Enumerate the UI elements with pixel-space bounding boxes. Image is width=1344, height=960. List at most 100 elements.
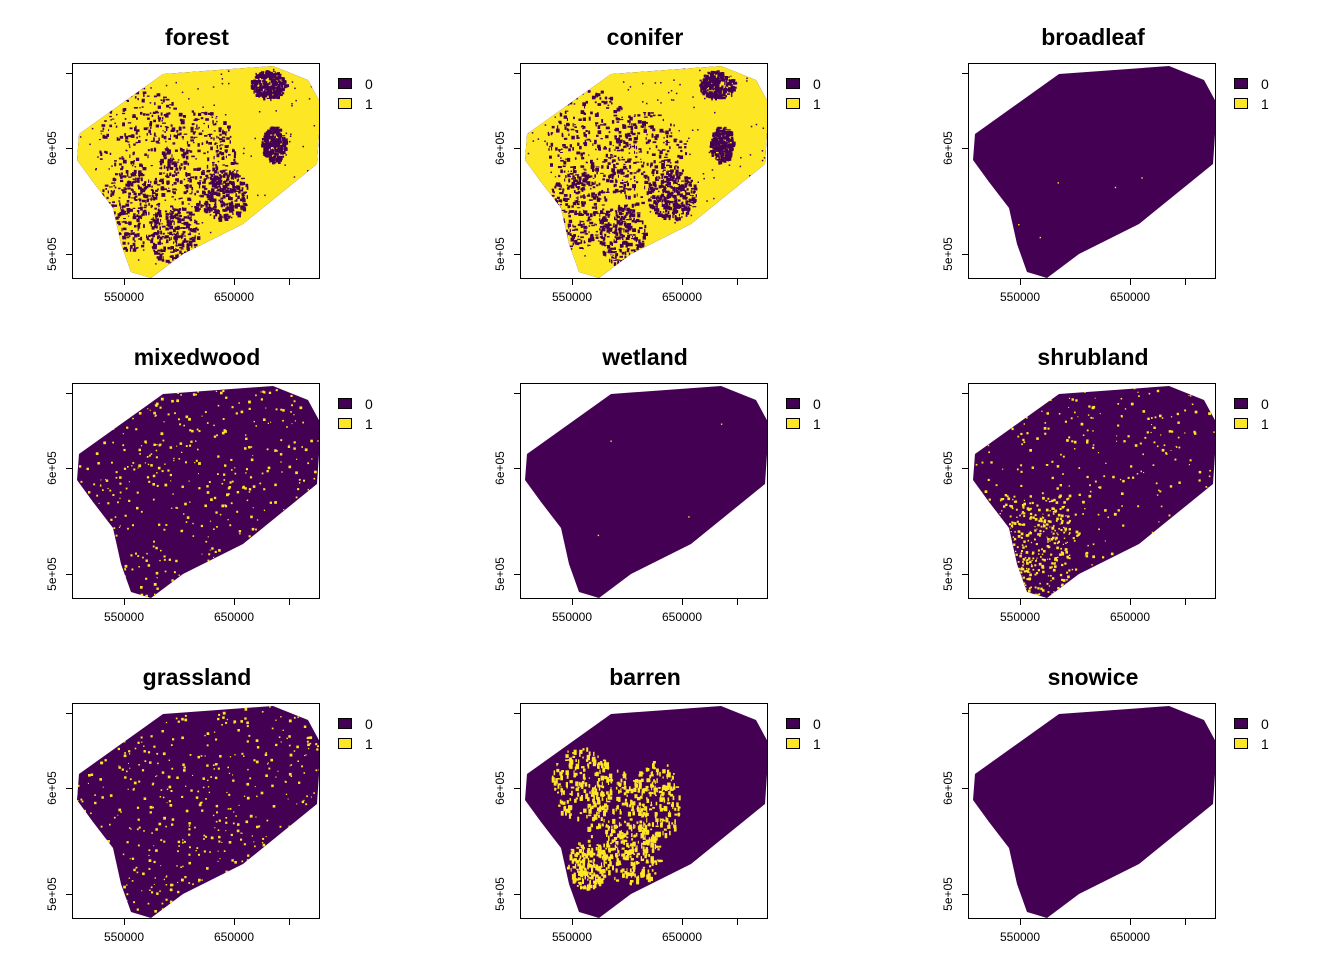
y-tick — [962, 393, 968, 394]
y-tick-label: 5e+05 — [493, 237, 507, 271]
y-tick — [962, 788, 968, 789]
y-tick — [962, 894, 968, 895]
legend-swatch — [786, 398, 800, 409]
study-area-class-0 — [525, 706, 767, 918]
raster-map — [973, 386, 1215, 598]
y-tick — [66, 788, 72, 789]
y-tick-label: 6e+05 — [493, 131, 507, 165]
x-tick-label: 550000 — [103, 610, 145, 624]
y-tick — [962, 468, 968, 469]
raster-plot-area — [968, 63, 1216, 279]
y-tick-label: 6e+05 — [45, 451, 59, 485]
y-tick-label: 5e+05 — [941, 877, 955, 911]
legend-label: 1 — [813, 736, 821, 752]
map-panel-conifer: conifer 6e+05 5e+05 550000 650000 0 1 — [448, 0, 896, 320]
panel-title: barren — [609, 664, 681, 690]
x-tick — [124, 279, 125, 285]
legend-label: 1 — [1261, 416, 1269, 432]
x-tick-label: 650000 — [213, 930, 255, 944]
x-tick-label: 550000 — [999, 290, 1041, 304]
y-tick-label: 5e+05 — [493, 877, 507, 911]
x-tick-label: 650000 — [661, 930, 703, 944]
class-1-cells — [551, 747, 681, 891]
x-tick — [1020, 279, 1021, 285]
x-tick — [1185, 919, 1186, 925]
x-tick — [737, 599, 738, 605]
map-panel-forest: forest 6e+05 5e+05 550000 650000 0 1 — [0, 0, 448, 320]
y-tick — [66, 468, 72, 469]
legend-swatch — [786, 718, 800, 729]
legend-label: 1 — [365, 96, 373, 112]
raster-map — [973, 706, 1215, 918]
y-tick — [962, 148, 968, 149]
study-area-class-0 — [77, 386, 319, 598]
legend-swatch — [1234, 398, 1248, 409]
legend-swatch — [1234, 718, 1248, 729]
panel-title: conifer — [606, 24, 684, 50]
legend-label: 1 — [1261, 96, 1269, 112]
legend-swatch — [338, 398, 352, 409]
y-tick — [66, 393, 72, 394]
legend-label: 0 — [365, 76, 373, 92]
legend-label: 1 — [813, 96, 821, 112]
x-tick-label: 650000 — [213, 290, 255, 304]
y-tick — [66, 73, 72, 74]
raster-plot-area — [72, 383, 320, 599]
raster-plot-area — [72, 703, 320, 919]
x-tick — [234, 599, 235, 605]
y-tick — [66, 574, 72, 575]
x-tick-label: 550000 — [551, 930, 593, 944]
y-tick-label: 6e+05 — [941, 451, 955, 485]
y-tick-label: 5e+05 — [941, 557, 955, 591]
legend-swatch — [786, 98, 800, 109]
y-tick — [514, 393, 520, 394]
x-tick — [682, 279, 683, 285]
legend-swatch — [1234, 78, 1248, 89]
legend-label: 1 — [365, 416, 373, 432]
x-tick-label: 550000 — [551, 290, 593, 304]
raster-map — [77, 386, 319, 598]
x-tick — [572, 919, 573, 925]
x-tick — [1020, 919, 1021, 925]
legend-swatch — [338, 78, 352, 89]
raster-map — [77, 706, 319, 918]
y-tick — [962, 73, 968, 74]
raster-plot-area — [520, 383, 768, 599]
class-1-cells — [77, 66, 319, 278]
legend-label: 1 — [1261, 736, 1269, 752]
x-tick-label: 550000 — [551, 610, 593, 624]
y-tick-label: 6e+05 — [45, 131, 59, 165]
x-tick — [124, 599, 125, 605]
x-tick — [124, 919, 125, 925]
x-tick — [1130, 279, 1131, 285]
x-tick-label: 550000 — [103, 930, 145, 944]
y-tick-label: 6e+05 — [493, 771, 507, 805]
x-tick-label: 650000 — [661, 610, 703, 624]
y-tick-label: 6e+05 — [941, 131, 955, 165]
y-tick-label: 6e+05 — [493, 451, 507, 485]
legend-swatch — [786, 738, 800, 749]
legend-label: 0 — [1261, 76, 1269, 92]
raster-map — [525, 386, 767, 598]
x-tick — [1185, 279, 1186, 285]
legend-swatch — [786, 78, 800, 89]
x-tick — [1130, 919, 1131, 925]
legend-label: 0 — [813, 76, 821, 92]
legend-swatch — [1234, 738, 1248, 749]
panel-title: broadleaf — [1041, 24, 1145, 50]
panel-title: mixedwood — [133, 344, 261, 370]
legend-label: 0 — [1261, 396, 1269, 412]
panel-title: snowice — [1047, 664, 1139, 690]
x-tick-label: 650000 — [1109, 610, 1151, 624]
y-tick — [962, 713, 968, 714]
legend-label: 0 — [813, 716, 821, 732]
y-tick — [962, 574, 968, 575]
study-area-class-0 — [525, 386, 767, 598]
class-1-cells — [525, 66, 767, 278]
map-panel-mixedwood: mixedwood 6e+05 5e+05 550000 650000 0 1 — [0, 320, 448, 640]
legend-swatch — [338, 718, 352, 729]
x-tick — [1130, 599, 1131, 605]
legend-swatch — [338, 418, 352, 429]
x-tick-label: 650000 — [213, 610, 255, 624]
